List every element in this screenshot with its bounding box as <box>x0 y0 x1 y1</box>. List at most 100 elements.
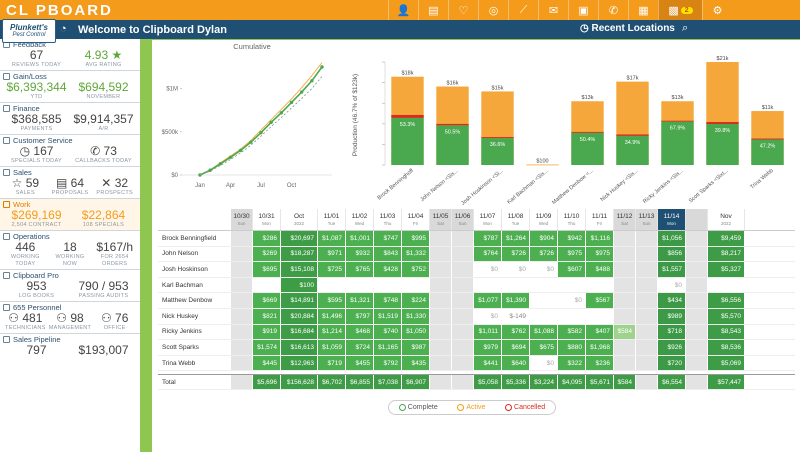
schedule-cell[interactable]: $5,671 <box>586 375 614 389</box>
schedule-date-header[interactable]: 11/09 Wed <box>530 209 558 230</box>
schedule-cell[interactable]: $5,570 <box>708 309 745 324</box>
brand-logo[interactable]: CL PBOARD <box>6 1 113 19</box>
clipboard-icon[interactable]: ▤ <box>418 0 448 20</box>
schedule-cell[interactable]: $1,968 <box>586 340 614 355</box>
schedule-cell[interactable]: $989 <box>658 309 686 324</box>
schedule-cell[interactable]: $5,069 <box>708 355 745 371</box>
schedule-cell[interactable]: $1,059 <box>318 340 346 355</box>
schedule-date-header[interactable]: 11/13 Sun <box>636 209 658 230</box>
schedule-cell[interactable]: $0 <box>658 277 686 293</box>
sidebar-personnel[interactable]: 655 Personnel ⚇ 481 TECHNICIANS ⚇ 98 MANAG… <box>0 302 140 334</box>
schedule-cell[interactable]: $1,087 <box>318 231 346 246</box>
schedule-cell[interactable]: $979 <box>474 340 502 355</box>
schedule-date-header[interactable]: 11/04 Fri <box>402 209 430 230</box>
schedule-cell[interactable]: $740 <box>374 324 402 340</box>
schedule-date-header[interactable]: 11/02 Wed <box>346 209 374 230</box>
schedule-cell[interactable]: $236 <box>586 355 614 371</box>
schedule-cell[interactable]: $765 <box>346 262 374 277</box>
schedule-cell[interactable]: $607 <box>558 262 586 277</box>
schedule-date-header[interactable]: 11/14 Mon <box>658 209 686 230</box>
schedule-date-header[interactable]: 11/08 Tue <box>502 209 530 230</box>
schedule-cell[interactable]: $1,165 <box>374 340 402 355</box>
schedule-cell[interactable]: $1,077 <box>474 293 502 308</box>
schedule-cell[interactable]: $0 <box>474 262 502 277</box>
technician-name[interactable]: Scott Sparks <box>162 343 199 351</box>
schedule-cell[interactable]: $8,543 <box>708 324 745 340</box>
schedule-cell[interactable]: $1,574 <box>253 340 281 355</box>
schedule-cell[interactable]: $797 <box>346 309 374 324</box>
schedule-cell[interactable]: $926 <box>658 340 686 355</box>
schedule-cell[interactable]: $57,447 <box>708 375 745 389</box>
technician-name[interactable]: Trina Webb <box>162 359 196 367</box>
phone-icon[interactable]: ✆ <box>598 0 628 20</box>
bar-cancelled[interactable] <box>751 138 784 140</box>
bar-complete[interactable] <box>706 123 739 165</box>
sidebar-finance[interactable]: Finance $368,585 PAYMENTS $9,914,357 A/R <box>0 103 140 135</box>
schedule-date-header[interactable]: 11/06 Sun <box>452 209 474 230</box>
bar-cancelled[interactable] <box>616 134 649 136</box>
schedule-cell[interactable]: $428 <box>374 262 402 277</box>
technician-name[interactable]: Josh Hoskinson <box>162 265 208 273</box>
schedule-cell[interactable]: $1,390 <box>502 293 530 308</box>
schedule-date-header[interactable]: Nov 2022 <box>708 209 745 230</box>
sidebar-feedback[interactable]: Feedback 67 REVIEWS TODAY 4.93 ★ AVG RATIN… <box>0 39 140 71</box>
bar-complete[interactable] <box>436 125 469 165</box>
bar-complete[interactable] <box>616 135 649 165</box>
gauge-icon[interactable]: ◔ <box>60 23 67 35</box>
technician-name[interactable]: John Nelson <box>162 250 199 258</box>
globe-icon[interactable]: ◎ <box>478 0 508 20</box>
technician-name[interactable]: Ricky Jenkins <box>162 328 202 336</box>
bar-cancelled[interactable] <box>481 137 514 139</box>
schedule-cell[interactable]: $584 <box>614 375 636 389</box>
schedule-cell[interactable]: $987 <box>402 340 430 355</box>
schedule-date-header[interactable]: 10/31 Mon <box>253 209 281 230</box>
schedule-cell[interactable]: $880 <box>558 340 586 355</box>
schedule-cell[interactable]: $582 <box>558 324 586 340</box>
schedule-cell[interactable]: $787 <box>474 231 502 246</box>
bar-cancelled[interactable] <box>391 114 424 118</box>
schedule-cell[interactable]: $1,330 <box>402 309 430 324</box>
schedule-date-header[interactable]: Oct 2022 <box>281 209 318 230</box>
schedule-cell[interactable]: $726 <box>502 246 530 262</box>
bar-active[interactable] <box>526 164 559 166</box>
schedule-cell[interactable]: $4,095 <box>558 375 586 389</box>
schedule-cell[interactable]: $0 <box>558 293 586 308</box>
schedule-cell[interactable]: $792 <box>374 355 402 371</box>
schedule-cell[interactable]: $435 <box>402 355 430 371</box>
schedule-cell[interactable]: $1,332 <box>402 246 430 262</box>
bar-complete[interactable] <box>391 117 424 165</box>
schedule-cell[interactable]: $747 <box>374 231 402 246</box>
technician-name[interactable]: Karl Bachman <box>162 281 203 289</box>
schedule-cell[interactable]: $20,697 <box>281 231 318 246</box>
schedule-cell[interactable]: $12,963 <box>281 355 318 371</box>
schedule-cell[interactable]: $322 <box>558 355 586 371</box>
schedule-cell[interactable]: $726 <box>530 246 558 262</box>
schedule-cell[interactable]: $20,884 <box>281 309 318 324</box>
technician-name[interactable]: Matthew Denbow <box>162 297 213 305</box>
schedule-cell[interactable]: $9,459 <box>708 231 745 246</box>
schedule-cell[interactable]: $434 <box>658 293 686 308</box>
sidebar-gain-loss[interactable]: Gain/Loss $6,393,344 YTD $694,592 NOVEMBER <box>0 71 140 103</box>
schedule-cell[interactable]: $3,224 <box>530 375 558 389</box>
schedule-cell[interactable]: $1,088 <box>530 324 558 340</box>
schedule-cell[interactable]: $6,855 <box>346 375 374 389</box>
search-input[interactable] <box>698 22 798 36</box>
bar-cancelled[interactable] <box>571 131 604 133</box>
schedule-date-header[interactable]: 11/11 Fri <box>586 209 614 230</box>
schedule-cell[interactable]: $1,321 <box>346 293 374 308</box>
bar-complete[interactable] <box>571 132 604 165</box>
schedule-cell[interactable]: $8,536 <box>708 340 745 355</box>
box-icon[interactable]: ▣ <box>568 0 598 20</box>
mail-icon[interactable]: ✉ <box>538 0 568 20</box>
status-complete[interactable]: Complete <box>398 404 438 411</box>
schedule-cell[interactable]: $8,217 <box>708 246 745 262</box>
schedule-cell[interactable]: $856 <box>658 246 686 262</box>
schedule-cell[interactable]: $5,058 <box>474 375 502 389</box>
recent-locations-button[interactable]: ◷ Recent Locations <box>580 23 675 34</box>
schedule-date-header[interactable]: 11/10 Thu <box>558 209 586 230</box>
schedule-cell[interactable]: $1,116 <box>586 231 614 246</box>
schedule-cell[interactable]: $762 <box>502 324 530 340</box>
schedule-cell[interactable]: $595 <box>318 293 346 308</box>
schedule-cell[interactable]: $1,557 <box>658 262 686 277</box>
schedule-date-header[interactable]: 11/01 Tue <box>318 209 346 230</box>
